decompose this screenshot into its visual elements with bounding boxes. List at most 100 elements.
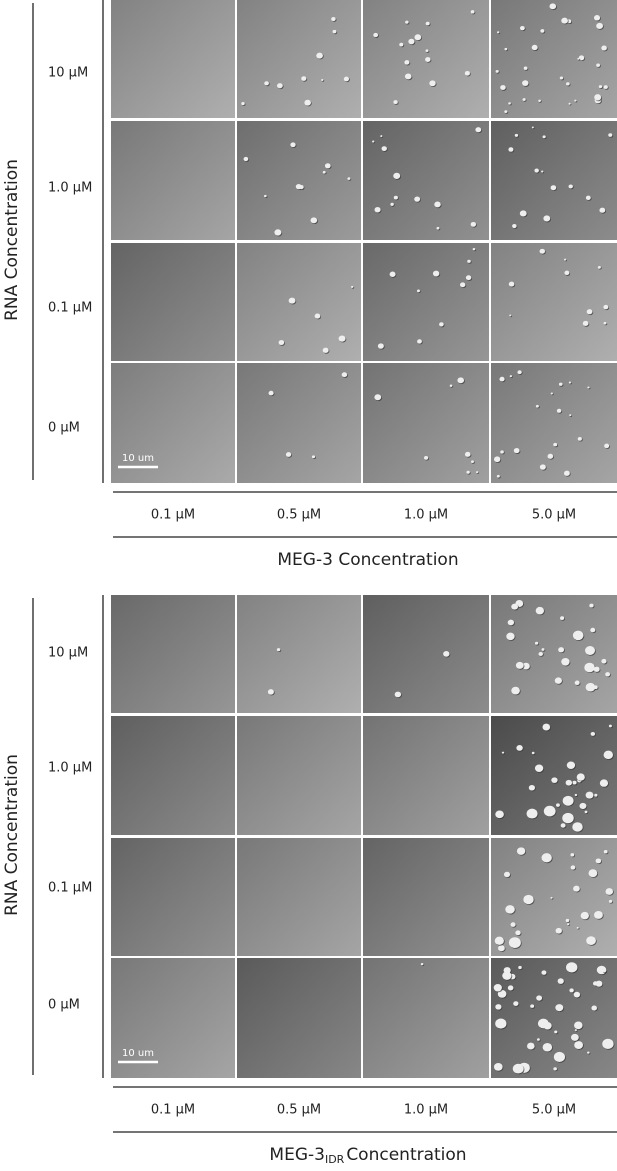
droplet xyxy=(343,76,350,82)
scale-bar-label: 10 um xyxy=(122,453,154,464)
droplet xyxy=(543,215,551,222)
droplet xyxy=(605,672,611,677)
micrograph xyxy=(237,363,361,483)
droplet xyxy=(513,447,520,454)
droplet xyxy=(549,3,557,10)
droplet xyxy=(550,392,553,395)
micrograph xyxy=(491,595,617,713)
droplet xyxy=(518,965,522,970)
droplet xyxy=(475,127,482,133)
droplet xyxy=(311,455,316,459)
droplet xyxy=(590,627,596,633)
droplet xyxy=(597,265,601,269)
droplet xyxy=(587,1051,590,1054)
droplet xyxy=(465,275,472,281)
droplet xyxy=(598,85,603,89)
droplet xyxy=(566,962,578,973)
droplet xyxy=(408,38,415,45)
column-label: 1.0 µM xyxy=(404,1103,448,1118)
droplet xyxy=(380,135,383,137)
droplet xyxy=(274,229,282,236)
droplet xyxy=(587,386,590,389)
droplet xyxy=(547,453,554,459)
droplet xyxy=(596,22,604,30)
droplet xyxy=(394,691,402,698)
droplet xyxy=(568,102,571,105)
droplet xyxy=(559,76,564,80)
x-axis-label-subscript: IDR xyxy=(325,1153,345,1166)
droplet xyxy=(541,970,547,975)
droplet xyxy=(322,347,329,353)
droplet xyxy=(603,750,614,760)
panel: RNA Concentration 10 µM 1.0 µM 0.1 µM 0 µM 10… xyxy=(2,595,617,1166)
micrograph xyxy=(491,363,617,483)
micrograph xyxy=(363,838,489,956)
droplet xyxy=(389,271,396,277)
droplet xyxy=(566,82,570,86)
droplet xyxy=(585,195,591,201)
micrograph xyxy=(237,716,361,835)
droplet xyxy=(574,99,577,102)
droplet xyxy=(522,80,529,87)
droplet xyxy=(267,689,274,695)
row-label: 0.1 µM xyxy=(48,301,92,316)
droplet xyxy=(601,968,607,973)
droplet xyxy=(570,865,576,870)
droplet xyxy=(508,102,511,105)
droplet xyxy=(534,168,539,173)
droplet xyxy=(299,185,304,190)
droplet xyxy=(568,381,572,384)
droplet xyxy=(414,34,422,41)
droplet xyxy=(542,723,551,731)
droplet xyxy=(374,394,382,401)
x-axis-label-main: MEG-3 xyxy=(269,1145,325,1165)
micrograph xyxy=(111,838,235,956)
droplet xyxy=(508,937,521,949)
droplet xyxy=(495,810,504,819)
droplet xyxy=(538,99,541,102)
droplet xyxy=(558,382,563,386)
droplet xyxy=(595,858,602,864)
droplet xyxy=(585,682,596,692)
column-label: 5.0 µM xyxy=(532,508,576,523)
droplet xyxy=(405,20,409,24)
droplet xyxy=(373,32,379,38)
droplet xyxy=(504,110,508,113)
droplet xyxy=(603,849,608,854)
panel: RNA Concentration 10 µM 1.0 µM 0.1 µM 0 µM 10… xyxy=(2,0,617,570)
droplet xyxy=(586,309,593,315)
droplet xyxy=(497,31,500,34)
droplet xyxy=(585,646,596,655)
droplet xyxy=(579,802,587,810)
droplet xyxy=(243,156,249,162)
droplet xyxy=(531,44,538,51)
micrograph xyxy=(111,595,235,713)
droplet xyxy=(593,685,598,690)
droplet xyxy=(542,135,546,139)
droplet xyxy=(554,1030,558,1034)
x-axis-label-suffix: Concentration xyxy=(346,1145,466,1165)
droplet xyxy=(503,871,511,878)
droplet xyxy=(381,146,387,152)
droplet xyxy=(580,911,589,920)
column-label: 0.5 µM xyxy=(277,1103,321,1118)
droplet xyxy=(505,905,515,914)
droplet xyxy=(566,761,576,770)
droplet xyxy=(604,443,610,449)
droplet xyxy=(516,744,523,751)
column-label: 5.0 µM xyxy=(532,1103,576,1118)
droplet xyxy=(539,248,546,254)
droplet xyxy=(393,172,401,179)
micrograph xyxy=(237,243,361,361)
column-label: 0.5 µM xyxy=(277,508,321,523)
droplet xyxy=(602,1038,614,1049)
micrograph xyxy=(237,121,361,240)
droplet xyxy=(574,1041,584,1049)
row-label: 0.1 µM xyxy=(48,881,92,896)
column-label: 0.1 µM xyxy=(151,508,195,523)
droplet xyxy=(493,984,502,992)
micrograph xyxy=(111,716,235,835)
droplet xyxy=(541,648,545,651)
micrograph xyxy=(237,838,361,956)
droplet xyxy=(264,81,269,86)
